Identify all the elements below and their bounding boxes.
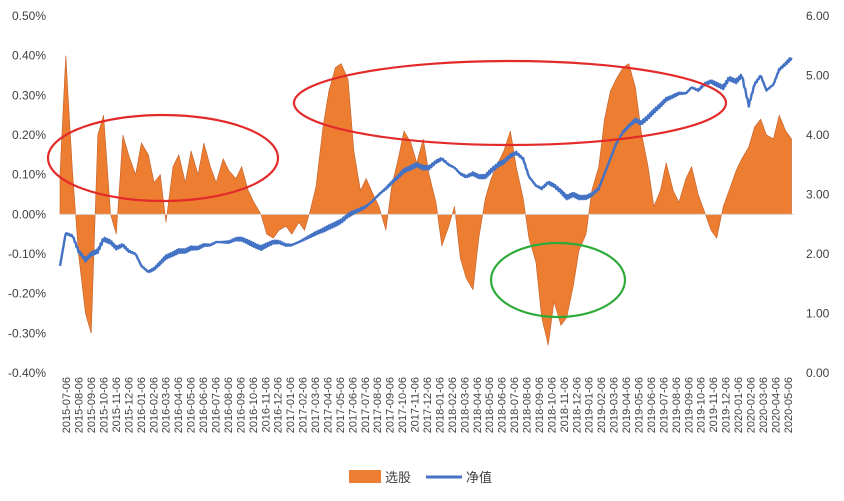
x-tick-label: 2015-10-06 <box>99 377 111 433</box>
x-tick-label: 2016-07-06 <box>211 377 223 433</box>
x-tick-label: 2018-08-06 <box>522 377 534 433</box>
x-tick-label: 2018-11-06 <box>559 377 571 432</box>
x-tick-label: 2019-08-06 <box>671 377 683 433</box>
left-axis: 0.50% 0.40% 0.30% 0.20% 0.10% 0.00% -0.10% -0.2… <box>8 9 46 380</box>
left-tick-label: 0.00% <box>12 207 46 221</box>
left-tick-label: 0.50% <box>12 9 46 23</box>
legend-label-selection: 选股 <box>385 470 411 485</box>
x-tick-label: 2017-07-06 <box>360 377 372 433</box>
selection-area-path <box>59 55 792 346</box>
left-tick-label: -0.10% <box>8 247 46 261</box>
right-axis: 6.00 5.00 4.00 3.00 2.00 1.00 0.00 <box>806 9 830 380</box>
x-tick-label: 2015-09-06 <box>86 377 98 433</box>
right-tick-label: 1.00 <box>806 307 830 321</box>
x-tick-label: 2020-04-06 <box>770 377 782 433</box>
x-tick-label: 2017-05-06 <box>335 377 347 433</box>
x-tick-label: 2017-12-06 <box>422 377 434 433</box>
x-tick-label: 2015-07-06 <box>61 377 73 433</box>
x-tick-label: 2016-09-06 <box>235 377 247 433</box>
x-tick-label: 2020-05-06 <box>783 377 795 433</box>
x-tick-label: 2018-06-06 <box>497 377 509 433</box>
left-tick-label: 0.10% <box>12 168 46 182</box>
left-tick-label: 0.30% <box>12 88 46 102</box>
left-tick-label: -0.40% <box>8 366 46 380</box>
right-tick-label: 0.00 <box>806 366 830 380</box>
annotations <box>46 59 728 319</box>
x-tick-label: 2017-08-06 <box>372 377 384 433</box>
left-tick-label: 0.20% <box>12 128 46 142</box>
x-tick-label: 2020-01-06 <box>733 377 745 433</box>
x-axis: 2015-07-06 2015-08-06 2015-09-06 2015-10-06… <box>61 377 795 433</box>
x-tick-label: 2019-02-06 <box>596 377 608 433</box>
left-tick-label: -0.20% <box>8 287 46 301</box>
x-tick-label: 2017-03-06 <box>310 377 322 433</box>
series-selection-area <box>59 55 792 346</box>
x-tick-label: 2019-10-06 <box>696 377 708 433</box>
x-tick-label: 2018-10-06 <box>546 377 558 433</box>
right-tick-label: 2.00 <box>806 247 830 261</box>
x-tick-label: 2019-01-06 <box>584 377 596 433</box>
nav-line-path <box>58 57 793 274</box>
x-tick-label: 2016-06-06 <box>198 377 210 433</box>
x-tick-label: 2018-12-06 <box>571 377 583 433</box>
x-tick-label: 2017-02-06 <box>298 377 310 433</box>
x-tick-label: 2018-09-06 <box>534 377 546 433</box>
x-tick-label: 2018-07-06 <box>509 377 521 433</box>
x-tick-label: 2018-04-06 <box>472 377 484 433</box>
x-tick-label: 2018-02-06 <box>447 377 459 433</box>
x-tick-label: 2016-10-06 <box>248 377 260 433</box>
x-tick-label: 2017-01-06 <box>285 377 297 433</box>
x-tick-label: 2016-01-06 <box>136 377 148 433</box>
x-tick-label: 2019-11-06 <box>708 377 720 432</box>
x-tick-label: 2018-01-06 <box>434 377 446 433</box>
annotation-ellipse <box>292 59 728 147</box>
x-tick-label: 2018-03-06 <box>459 377 471 433</box>
x-tick-label: 2015-08-06 <box>74 377 86 433</box>
x-tick-label: 2017-04-06 <box>323 377 335 433</box>
x-tick-label: 2016-02-06 <box>148 377 160 433</box>
x-tick-label: 2019-03-06 <box>609 377 621 433</box>
x-tick-label: 2016-08-06 <box>223 377 235 433</box>
x-tick-label: 2016-12-06 <box>273 377 285 433</box>
x-tick-label: 2015-12-06 <box>123 377 135 433</box>
x-tick-label: 2016-03-06 <box>161 377 173 433</box>
legend-label-nav: 净值 <box>466 470 492 485</box>
x-tick-label: 2017-06-06 <box>347 377 359 433</box>
series-nav-line <box>58 57 793 274</box>
legend-swatch-selection <box>349 470 381 483</box>
x-tick-label: 2019-05-06 <box>634 377 646 433</box>
x-tick-label: 2016-04-06 <box>173 377 185 433</box>
right-tick-label: 4.00 <box>806 128 830 142</box>
right-tick-label: 3.00 <box>806 188 830 202</box>
x-tick-label: 2017-09-06 <box>385 377 397 433</box>
x-tick-label: 2019-12-06 <box>721 377 733 433</box>
x-tick-label: 2019-07-06 <box>658 377 670 433</box>
x-tick-label: 2015-11-06 <box>111 377 123 432</box>
left-tick-label: -0.30% <box>8 326 46 340</box>
x-tick-label: 2020-02-06 <box>746 377 758 433</box>
legend: 选股 净值 <box>349 470 492 485</box>
x-tick-label: 2017-10-06 <box>397 377 409 433</box>
x-tick-label: 2019-04-06 <box>621 377 633 433</box>
x-tick-label: 2019-09-06 <box>683 377 695 433</box>
annotation-ellipse <box>489 241 627 319</box>
x-tick-label: 2016-11-06 <box>260 377 272 432</box>
x-tick-label: 2017-11-06 <box>410 377 422 432</box>
left-tick-label: 0.40% <box>12 49 46 63</box>
x-tick-label: 2018-05-06 <box>484 377 496 433</box>
x-tick-label: 2020-03-06 <box>758 377 770 433</box>
right-tick-label: 5.00 <box>806 69 830 83</box>
x-tick-label: 2019-06-06 <box>646 377 658 433</box>
annotation-ellipse <box>46 113 280 203</box>
right-tick-label: 6.00 <box>806 9 830 23</box>
x-tick-label: 2016-05-06 <box>186 377 198 433</box>
